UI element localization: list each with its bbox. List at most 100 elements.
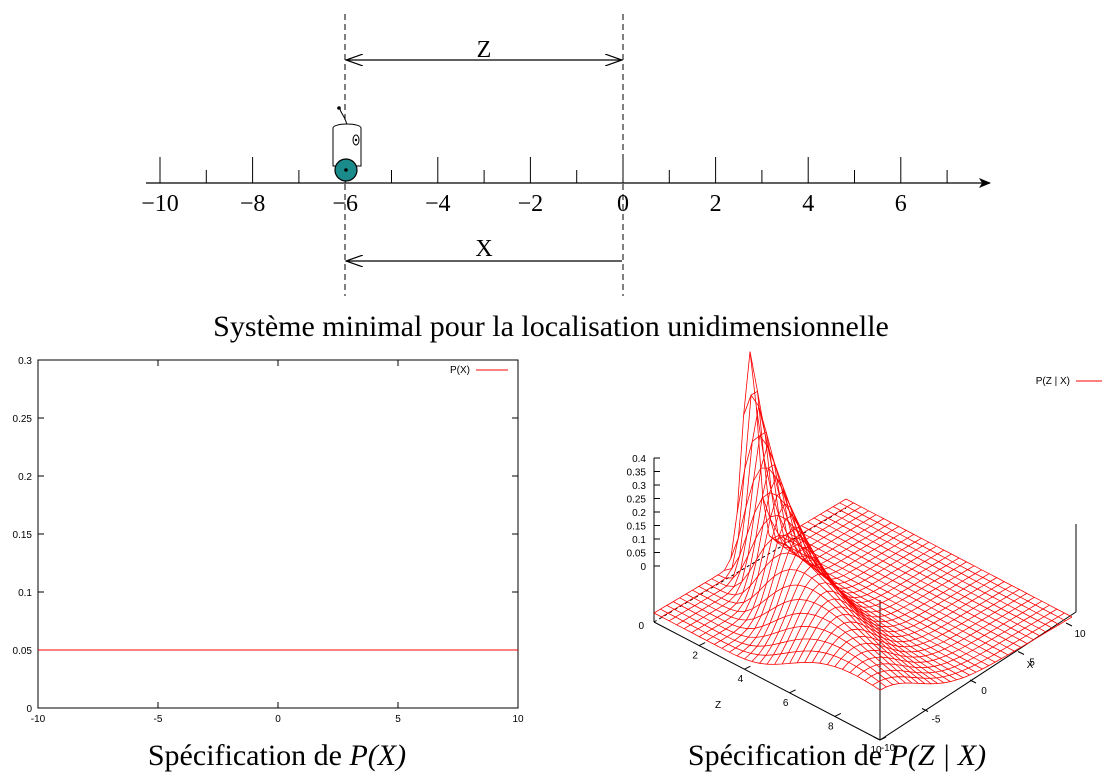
robot-icon xyxy=(332,106,362,182)
chart-pzx: P(Z | X) 0 0.05 0.1 0.15 0.2 0.25 0.3 0.35 0.4 2… xyxy=(627,351,1102,772)
value-tick-label: 0.1 xyxy=(632,535,646,546)
mesh-line xyxy=(794,529,1021,648)
mesh-line xyxy=(749,351,977,673)
axis-tick-label: 0 xyxy=(617,191,629,217)
y-tick-label: 0.05 xyxy=(13,646,33,657)
y-tick-label: 0.1 xyxy=(18,588,32,599)
x-tick xyxy=(921,708,929,712)
x-tick-label: -5 xyxy=(932,715,941,726)
mesh-line xyxy=(673,601,900,684)
mesh-line xyxy=(833,506,1060,625)
legend-label: P(X) xyxy=(450,365,470,376)
z-tick-label: 6 xyxy=(783,698,789,709)
mesh-line xyxy=(717,514,945,684)
axis-tick-labels: −10 −8 −6 −4 −2 0 2 4 6 xyxy=(141,191,907,217)
mesh-line xyxy=(768,535,996,663)
mesh-line xyxy=(801,525,1028,644)
x-tick-label: -10 xyxy=(881,743,896,754)
value-tick-label: 0.25 xyxy=(627,495,647,506)
surface-mesh xyxy=(653,351,1073,691)
y-tick-label: 0 xyxy=(26,704,32,715)
value-tick-label: 0.2 xyxy=(632,508,646,519)
z-dimension-label: Z xyxy=(477,37,492,63)
axis-tick-label: −4 xyxy=(425,191,451,217)
z-tick xyxy=(744,665,751,670)
base-tick-label: 0 xyxy=(638,621,644,632)
z-tick xyxy=(879,736,887,741)
mesh-line xyxy=(807,521,1034,641)
axis-tick-label: −8 xyxy=(240,191,266,217)
x-tick xyxy=(969,679,977,684)
z-tick xyxy=(834,712,842,717)
x-tick xyxy=(873,736,881,741)
mesh-line xyxy=(685,593,913,684)
mesh-line xyxy=(826,510,1053,629)
x-tick-label: -5 xyxy=(154,714,163,725)
mesh-line xyxy=(666,605,894,686)
3d-axes-box xyxy=(653,457,1077,741)
z-tick-label: 2 xyxy=(692,651,698,662)
value-tick-label: 0.35 xyxy=(627,468,647,479)
x-tick-label: 0 xyxy=(275,714,281,725)
z-tick-label: 8 xyxy=(828,721,834,732)
y-tick-label: 0.15 xyxy=(13,530,33,541)
x-tick-label: 10 xyxy=(1074,629,1086,640)
value-tick-label: 0.3 xyxy=(632,481,646,492)
value-tick-label: 0.4 xyxy=(632,454,646,465)
mesh-line xyxy=(775,539,1002,659)
x-tick-labels: -10 -5 0 5 10 xyxy=(881,629,1086,754)
value-tick-labels: 0 0.05 0.1 0.15 0.2 0.25 0.3 0.35 0.4 xyxy=(627,454,647,573)
z-tick xyxy=(789,689,796,694)
axis-tick-label: 6 xyxy=(895,191,907,217)
x-axis-label: X xyxy=(1027,660,1034,671)
mesh-line xyxy=(705,552,932,685)
chart-px: 0 0.05 0.1 0.15 0.2 0.25 0.3 -10 -5 0 5 10 P(X) Sp… xyxy=(13,356,524,772)
z-axis-label: Z xyxy=(715,700,721,711)
value-tick-label: 0 xyxy=(640,562,646,573)
mesh-line xyxy=(788,532,1015,652)
axis-tick-label: 4 xyxy=(802,191,814,217)
z-tick-label: 10 xyxy=(870,745,882,756)
z-tick-label: 4 xyxy=(738,674,744,685)
y-tick-labels: 0 0.05 0.1 0.15 0.2 0.25 0.3 xyxy=(13,356,33,715)
mesh-line xyxy=(820,513,1047,633)
axis-ticks xyxy=(37,359,519,709)
y-tick-label: 0.3 xyxy=(18,356,32,367)
x-tick-label: 10 xyxy=(512,714,524,725)
mesh-line xyxy=(781,536,1009,656)
x-dimension-label: X xyxy=(475,236,492,262)
x-tick-label: 5 xyxy=(395,714,401,725)
axis-tick-label: 2 xyxy=(710,191,722,217)
plot-frame xyxy=(37,359,519,709)
mesh-line xyxy=(679,597,906,684)
legend-label: P(Z | X) xyxy=(1036,376,1070,387)
mesh-line xyxy=(813,517,1041,637)
mesh-line xyxy=(845,498,1073,618)
mesh-line xyxy=(751,549,945,662)
x-tick xyxy=(1065,622,1073,627)
y-tick-label: 0.2 xyxy=(18,472,32,483)
x-tick-label: 5 xyxy=(1029,658,1035,669)
value-tick-label: 0.15 xyxy=(627,522,647,533)
axis-tick-label: −6 xyxy=(332,191,358,217)
mesh-line xyxy=(762,497,989,666)
x-tick-label: -10 xyxy=(31,714,46,725)
y-tick-label: 0.25 xyxy=(13,414,33,425)
mesh-line xyxy=(692,584,919,684)
x-tick-label: 0 xyxy=(981,686,987,697)
number-line-diagram: Z X −10 −8 −6 −4 −2 0 2 4 6 Système minimal pour… xyxy=(141,14,991,343)
mesh-line xyxy=(698,569,926,685)
mesh-line xyxy=(839,502,1066,622)
value-tick-label: 0.05 xyxy=(627,549,647,560)
top-caption: Système minimal pour la localisation uni… xyxy=(213,310,889,343)
axis-tick-label: −10 xyxy=(141,191,179,217)
mesh-line xyxy=(653,612,881,691)
x-tick-labels: -10 -5 0 5 10 xyxy=(31,714,524,725)
mesh-line xyxy=(660,608,887,688)
caption-right: Spécification de P(Z | X) xyxy=(688,739,986,772)
axis-ticks xyxy=(159,157,948,183)
mesh-line xyxy=(756,407,983,670)
z-tick xyxy=(698,642,706,647)
caption-left: Spécification de P(X) xyxy=(148,739,406,772)
